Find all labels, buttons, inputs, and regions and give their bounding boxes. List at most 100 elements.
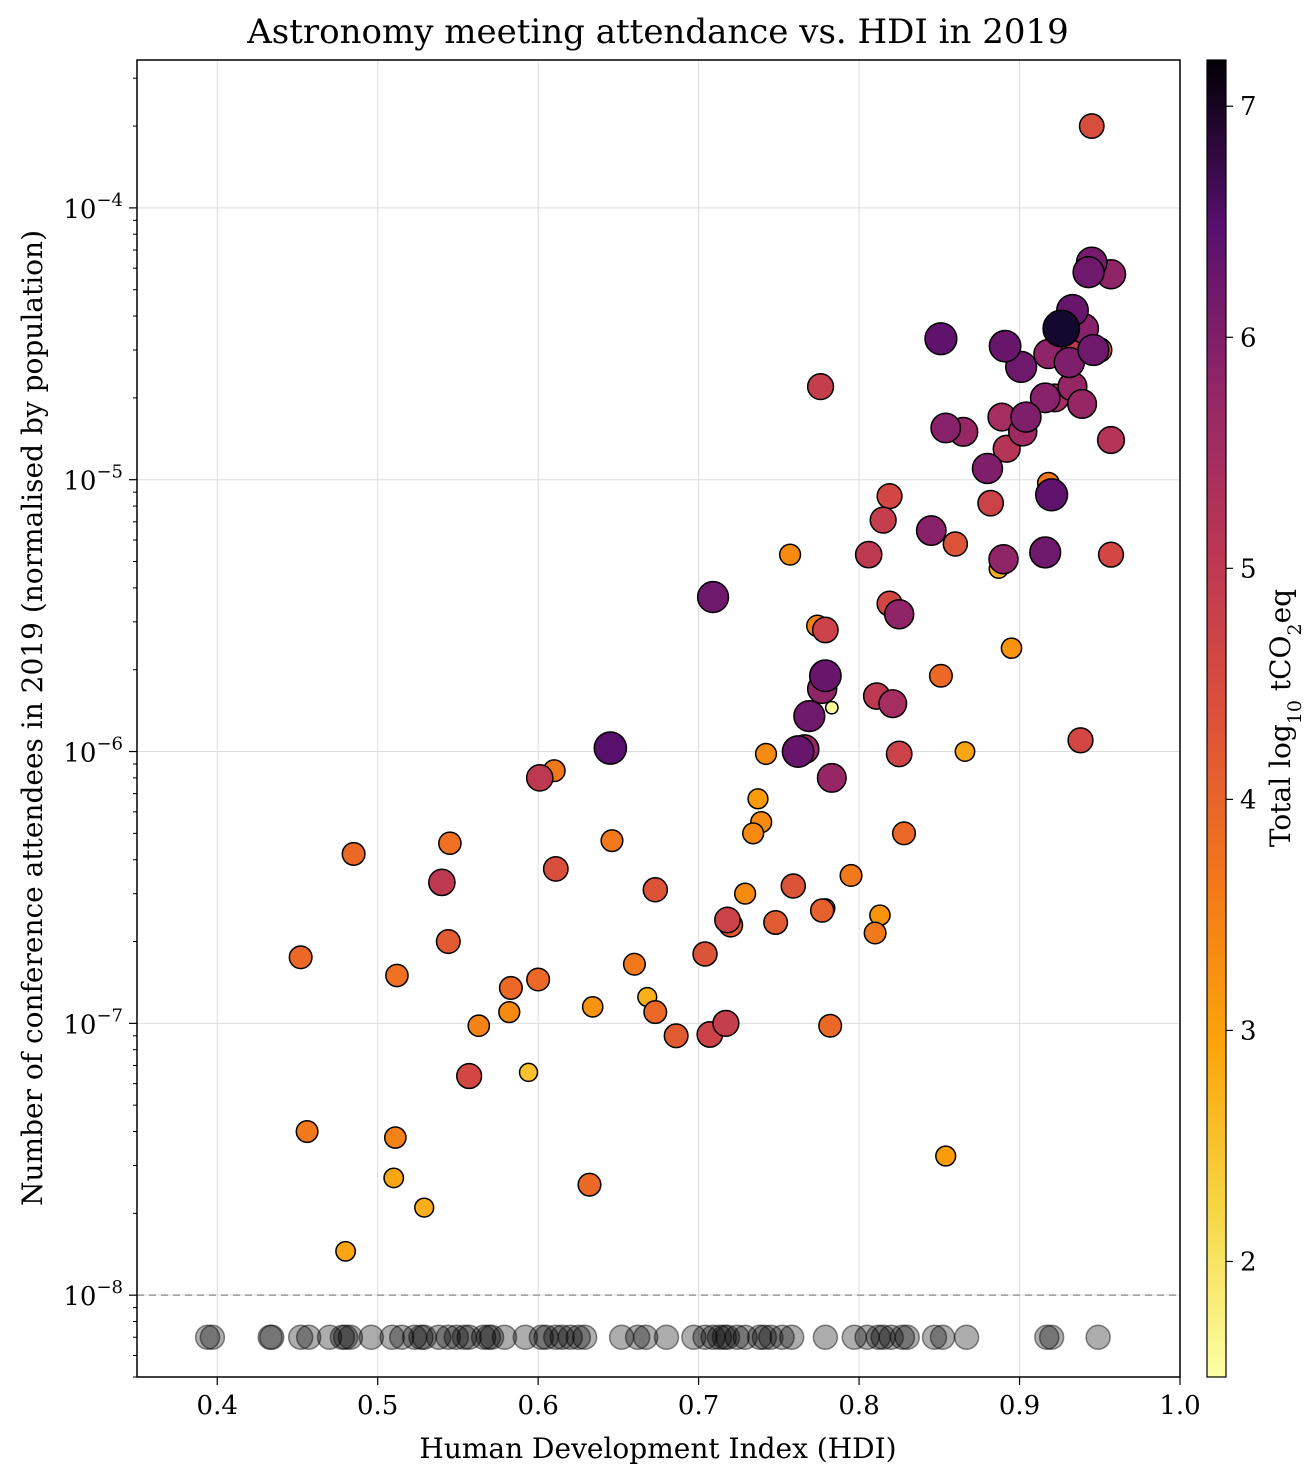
data-point-0 <box>1078 113 1105 140</box>
data-point-21 <box>1010 401 1042 433</box>
data-point-105 <box>383 1167 405 1189</box>
zero-attendance-point-1 <box>199 1324 226 1351</box>
data-point-37 <box>1029 536 1062 569</box>
data-point-32 <box>869 506 897 534</box>
zero-attendance-point-7 <box>329 1324 356 1351</box>
data-point-63 <box>816 762 847 793</box>
zero-attendance-point-33 <box>608 1324 635 1351</box>
zero-attendance-point-14 <box>408 1324 434 1351</box>
colorbar-tick-label-3: 5 <box>1240 554 1257 584</box>
zero-attendance-point-52 <box>854 1324 880 1351</box>
data-point-9 <box>1077 333 1110 367</box>
data-point-64 <box>747 788 769 810</box>
zero-attendance-point-17 <box>435 1324 462 1351</box>
data-point-22 <box>930 412 962 444</box>
zero-attendance-point-26 <box>528 1324 555 1351</box>
zero-attendance-point-0 <box>194 1324 221 1351</box>
data-point-93 <box>498 1000 521 1024</box>
data-point-5 <box>1042 309 1081 348</box>
data-point-17 <box>1029 382 1061 414</box>
data-point-73 <box>642 877 669 903</box>
colorbar-tick-label-0: 2 <box>1240 1247 1257 1277</box>
zero-attendance-point-20 <box>456 1324 482 1351</box>
zero-attendance-point-40 <box>706 1324 733 1351</box>
zero-attendance-point-55 <box>878 1324 904 1351</box>
data-point-75 <box>839 863 863 888</box>
data-point-60 <box>885 740 913 768</box>
zero-attendance-point-39 <box>700 1324 726 1351</box>
data-point-95 <box>467 1014 491 1038</box>
zero-attendance-point-63 <box>1085 1324 1111 1351</box>
data-point-83 <box>863 921 887 945</box>
zero-attendance-point-12 <box>389 1324 415 1351</box>
data-point-108 <box>335 1240 357 1262</box>
zero-attendance-point-41 <box>711 1324 738 1351</box>
data-point-102 <box>295 1119 319 1144</box>
data-point-77 <box>809 898 835 923</box>
y-tick-label-1: 10−7 <box>63 1005 123 1040</box>
zero-attendance-point-30 <box>557 1324 583 1351</box>
x-tick-label-3: 0.7 <box>678 1391 719 1421</box>
zero-attendance-point-10 <box>358 1324 385 1351</box>
data-point-44 <box>811 616 839 644</box>
zero-attendance-point-11 <box>379 1324 405 1351</box>
zero-attendance-point-50 <box>812 1324 839 1351</box>
data-point-59 <box>1067 727 1094 754</box>
zero-attendance-point-51 <box>841 1324 868 1351</box>
data-point-35 <box>854 540 883 569</box>
zero-attendance-point-54 <box>870 1324 896 1351</box>
zero-attendance-point-42 <box>714 1324 741 1351</box>
data-point-86 <box>288 945 313 970</box>
data-point-30 <box>1034 478 1069 512</box>
data-point-62 <box>525 764 554 792</box>
zero-attendance-point-38 <box>692 1324 718 1351</box>
data-point-47 <box>808 659 842 693</box>
data-points <box>194 113 1127 1351</box>
x-axis-label: Human Development Index (HDI) <box>419 1432 896 1465</box>
data-point-39 <box>1097 541 1125 568</box>
data-point-107 <box>414 1197 435 1218</box>
y-tick-label-3: 10−5 <box>63 462 123 497</box>
zero-attendance-point-19 <box>451 1324 478 1351</box>
data-point-2 <box>1072 256 1105 289</box>
data-point-53 <box>793 699 826 733</box>
zero-attendance-point-3 <box>259 1324 285 1351</box>
zero-attendance-point-37 <box>681 1324 707 1351</box>
data-point-10 <box>924 322 958 356</box>
data-point-100 <box>456 1062 483 1090</box>
zero-attendance-point-31 <box>565 1324 592 1351</box>
data-point-69 <box>600 829 624 853</box>
y-axis-label: Number of conference attendees in 2019 (… <box>16 230 49 1206</box>
zero-attendance-point-22 <box>475 1324 502 1351</box>
plot-frame <box>136 59 1181 1378</box>
grid-lines <box>137 60 1181 1377</box>
zero-attendance-point-62 <box>1038 1324 1065 1351</box>
zero-attendance-point-23 <box>478 1324 505 1351</box>
data-point-68 <box>438 831 462 856</box>
colorbar <box>1206 59 1227 1378</box>
data-point-70 <box>341 841 366 866</box>
zero-attendance-point-58 <box>921 1324 948 1351</box>
data-point-106 <box>577 1172 602 1197</box>
x-tick-label-6: 1.0 <box>1159 1391 1200 1421</box>
y-tick-label-2: 10−6 <box>63 734 123 769</box>
data-point-25 <box>1096 425 1126 455</box>
data-point-49 <box>928 663 953 688</box>
colorbar-tick-label-5: 7 <box>1240 92 1257 122</box>
zero-attendance-point-9 <box>337 1324 364 1351</box>
data-point-67 <box>891 821 917 846</box>
data-point-80 <box>714 906 741 934</box>
zero-attendance-point-61 <box>1034 1324 1060 1351</box>
data-point-43 <box>883 598 915 630</box>
data-point-66 <box>742 822 765 845</box>
data-point-34 <box>942 531 969 557</box>
chart-title: Astronomy meeting attendance vs. HDI in … <box>246 12 1069 52</box>
x-tick-label-1: 0.5 <box>357 1391 398 1421</box>
zero-attendance-point-53 <box>865 1324 892 1351</box>
zero-attendance-point-34 <box>624 1324 651 1351</box>
colorbar-tick-label-4: 6 <box>1240 323 1257 353</box>
zero-attendance-point-60 <box>953 1324 980 1351</box>
colorbar-label: Total log10 tCO2eq <box>1264 589 1306 847</box>
x-tick-label-5: 0.9 <box>999 1391 1040 1421</box>
